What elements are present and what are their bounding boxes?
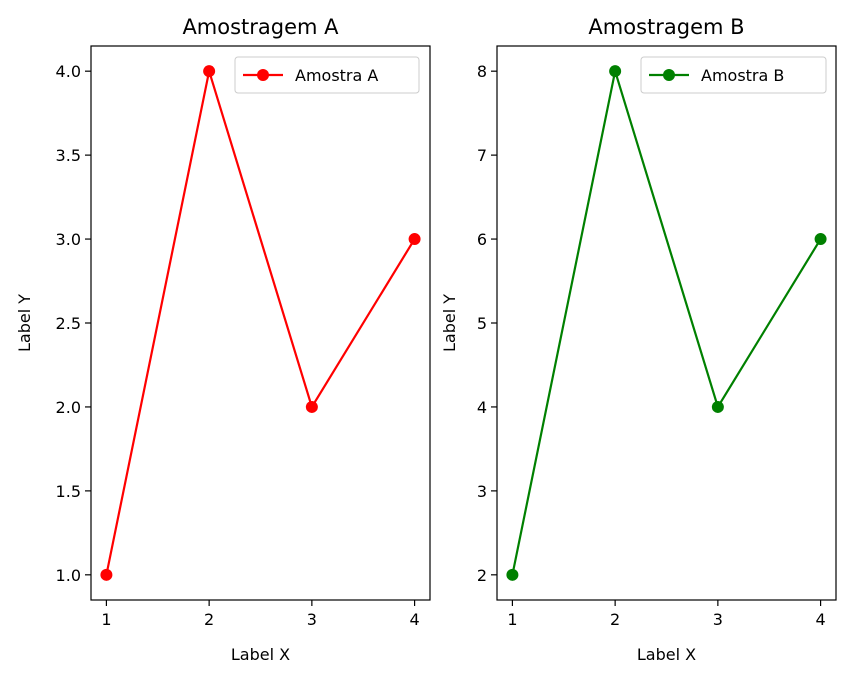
chart-title: Amostragem B bbox=[588, 15, 744, 39]
legend: Amostra B bbox=[640, 56, 827, 94]
x-axis-label: Label X bbox=[637, 645, 696, 664]
y-tick-label: 4.0 bbox=[56, 62, 81, 81]
y-tick-label: 3.0 bbox=[56, 230, 81, 249]
data-point bbox=[609, 65, 622, 78]
data-point bbox=[711, 400, 724, 413]
legend-box bbox=[234, 56, 420, 94]
plot-area-frame bbox=[496, 45, 837, 601]
y-tick-label: 1.0 bbox=[56, 566, 81, 585]
y-axis-label: Label Y bbox=[15, 294, 34, 352]
x-tick-label: 1 bbox=[101, 610, 111, 629]
y-tick-label: 2.0 bbox=[56, 398, 81, 417]
y-tick-label: 5 bbox=[477, 314, 487, 333]
x-tick-label: 3 bbox=[713, 610, 723, 629]
x-tick-label: 3 bbox=[307, 610, 317, 629]
legend-marker-swatch bbox=[663, 69, 675, 81]
x-tick-label: 1 bbox=[507, 610, 517, 629]
legend-marker-swatch bbox=[257, 69, 269, 81]
y-tick-label: 3.5 bbox=[56, 146, 81, 165]
series-line bbox=[511, 70, 822, 576]
series-line bbox=[105, 70, 416, 576]
legend-label: Amostra B bbox=[701, 66, 784, 85]
legend-label: Amostra A bbox=[295, 66, 378, 85]
y-tick-label: 8 bbox=[477, 62, 487, 81]
y-tick-label: 1.5 bbox=[56, 482, 81, 501]
data-point bbox=[305, 400, 318, 413]
y-tick-label: 2 bbox=[477, 566, 487, 585]
x-axis-label: Label X bbox=[231, 645, 290, 664]
subplot-amostragem-a: Amostragem A 1 2 3 4 1.0 1.5 2.0 2.5 3.0 3.5 4.0 Lab… bbox=[15, 15, 431, 664]
y-tick-label: 4 bbox=[477, 398, 487, 417]
data-point bbox=[506, 568, 519, 581]
data-point bbox=[814, 233, 827, 246]
y-axis-label: Label Y bbox=[440, 294, 459, 352]
data-point bbox=[408, 233, 421, 246]
x-tick-label: 4 bbox=[409, 610, 419, 629]
x-tick-label: 4 bbox=[815, 610, 825, 629]
x-tick-label: 2 bbox=[610, 610, 620, 629]
subplot-amostragem-b: Amostragem B 1 2 3 4 2 3 4 5 6 7 8 Label X Label Y Amo… bbox=[440, 15, 837, 664]
x-tick-label: 2 bbox=[204, 610, 214, 629]
y-tick-label: 7 bbox=[477, 146, 487, 165]
chart-title: Amostragem A bbox=[182, 15, 339, 39]
y-tick-label: 6 bbox=[477, 230, 487, 249]
data-point bbox=[203, 65, 216, 78]
legend-box bbox=[640, 56, 827, 94]
y-tick-label: 2.5 bbox=[56, 314, 81, 333]
plot-area-frame bbox=[90, 45, 431, 601]
y-tick-label: 3 bbox=[477, 482, 487, 501]
legend: Amostra A bbox=[234, 56, 420, 94]
data-point bbox=[100, 568, 113, 581]
